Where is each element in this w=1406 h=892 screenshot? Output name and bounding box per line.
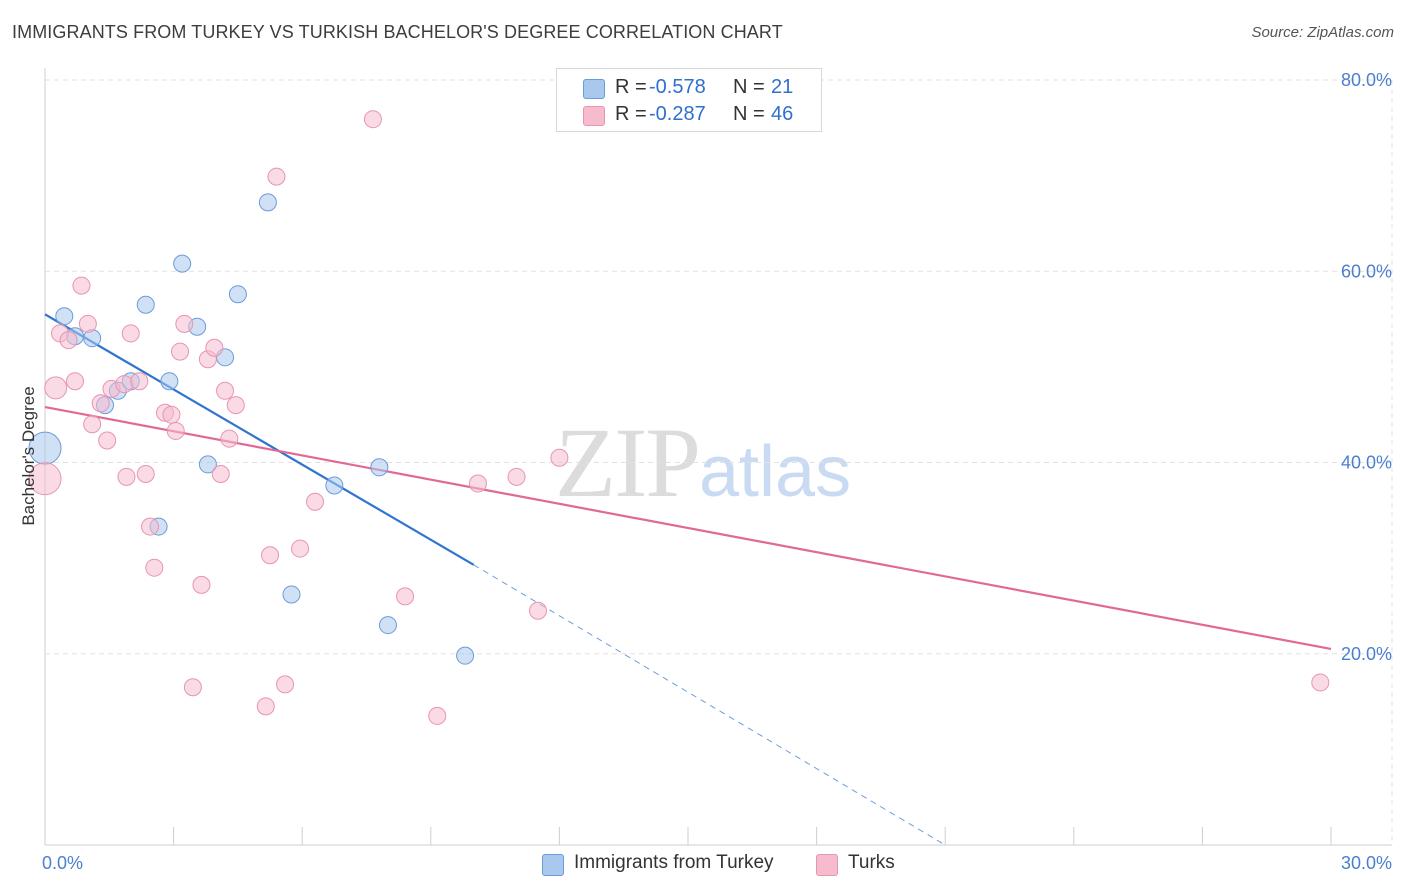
point-turks [166,421,185,440]
point-turks [130,372,149,391]
x-tick-label: 30.0% [1341,853,1392,873]
point-turks [83,415,102,434]
point-immigrants [378,616,397,635]
point-immigrants [325,476,344,495]
point-turks [396,587,415,606]
legend-n-label: N = [733,76,765,98]
point-immigrants [370,458,389,477]
y-axis-label: Bachelor's Degree [19,386,38,525]
point-immigrants [160,372,179,391]
point-immigrants [198,455,217,474]
legend-swatch-blue [583,79,605,99]
point-turks [59,331,78,350]
legend-swatch-pink [583,106,605,126]
series-label: Turks [848,852,895,873]
tick-labels: 20.0% 40.0% 60.0% 80.0% 0.0% 30.0% [42,70,1392,873]
series-swatch-pink [816,854,838,876]
point-turks [220,429,239,448]
source-credit[interactable]: Source: ZipAtlas.com [1251,24,1394,41]
legend-n-value: 21 [771,76,794,98]
grid-lines [45,79,1393,845]
watermark-atlas: atlas [699,432,852,512]
point-turks [141,517,160,536]
point-turks [28,462,62,496]
point-turks [78,314,97,333]
point-turks [261,546,280,565]
point-immigrants [173,254,192,273]
legend-r-label: R = [615,103,647,125]
point-turks [121,324,140,343]
point-turks [44,376,68,400]
point-turks [183,678,202,697]
trend-line-turks [44,405,1332,651]
point-turks [363,110,382,129]
point-turks [468,474,487,493]
point-turks [162,405,181,424]
legend-r-label: R = [615,76,647,98]
y-tick-label: 40.0% [1341,453,1392,473]
point-turks [276,675,295,694]
legend-r-value: -0.287 [649,103,706,125]
trend-line-immigrants [44,313,475,566]
data-points [28,78,1330,725]
axes [44,68,1392,846]
point-turks [145,558,164,577]
point-turks [528,601,547,620]
y-tick-label: 80.0% [1341,70,1392,90]
point-turks [267,167,286,186]
legend-n-label: N = [733,103,765,125]
point-turks [115,375,134,394]
point-turks [428,706,447,725]
trend-lines [44,313,1332,846]
y-tick-label: 60.0% [1341,261,1392,281]
point-turks [205,338,224,357]
point-turks [550,448,569,467]
point-immigrants [282,585,301,604]
point-turks [211,464,230,483]
point-immigrants [228,285,247,304]
point-turks [171,342,190,361]
point-turks [507,467,526,486]
point-immigrants [456,646,475,665]
point-turks [136,464,155,483]
point-turks [1311,673,1330,692]
y-tick-label: 20.0% [1341,644,1392,664]
point-turks [192,575,211,594]
point-immigrants [258,193,277,212]
point-turks [66,372,85,391]
legend-n-value: 46 [771,103,794,125]
point-turks [91,394,110,413]
point-immigrants [136,295,155,314]
x-tick-label: 0.0% [42,853,83,873]
point-turks [226,396,245,415]
point-turks [175,314,194,333]
stats-legend: R = -0.578 N = 21 R = -0.287 N = 46 [556,68,822,132]
point-turks [256,697,275,716]
series-swatch-blue [542,854,564,876]
point-turks [306,492,325,511]
point-turks [291,539,310,558]
point-turks [216,381,235,400]
chart-title: IMMIGRANTS FROM TURKEY VS TURKISH BACHEL… [12,22,783,42]
trend-line-immigrants-extension [473,564,946,846]
point-turks [117,467,136,486]
series-label: Immigrants from Turkey [574,852,774,873]
point-turks [98,431,117,450]
legend-r-value: -0.578 [649,76,706,98]
point-turks [72,276,91,295]
point-immigrants [55,307,74,326]
